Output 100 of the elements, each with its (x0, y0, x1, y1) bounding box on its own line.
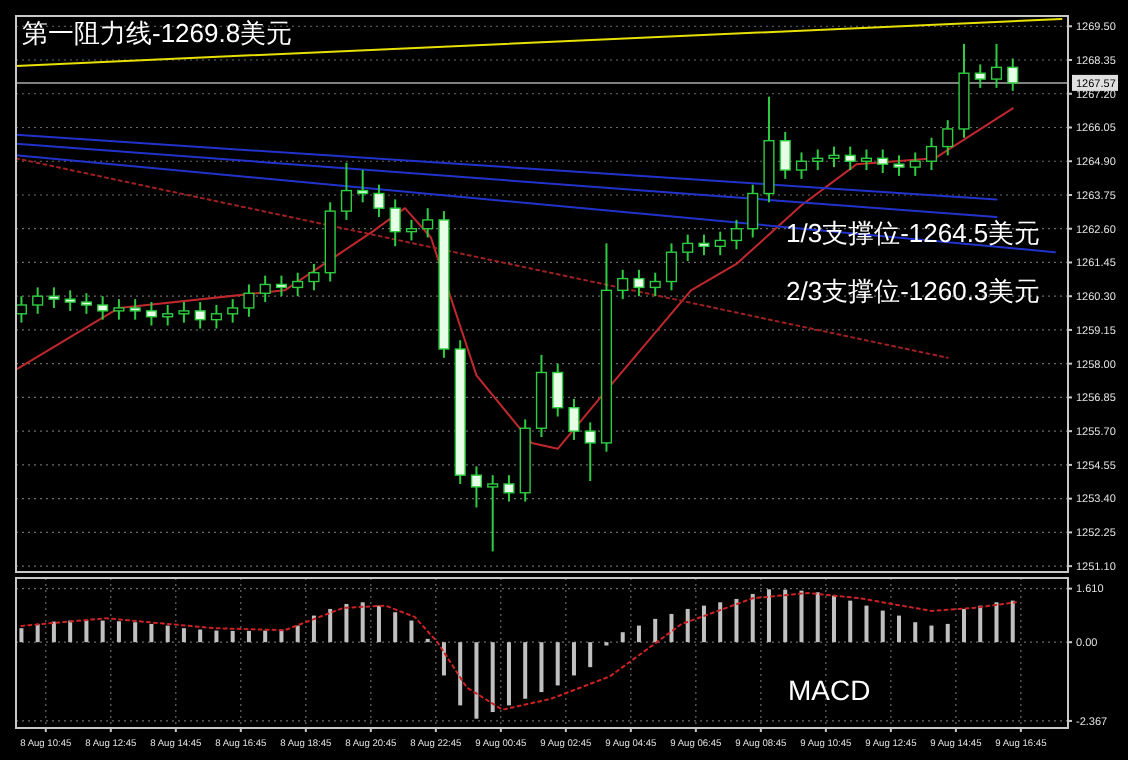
bar (978, 605, 983, 643)
bar (750, 593, 755, 643)
bar (588, 642, 593, 668)
bar (84, 620, 89, 643)
bar (458, 642, 463, 706)
candlestick (243, 283, 255, 318)
bar (701, 605, 706, 643)
candlestick (292, 271, 304, 298)
bar (848, 600, 853, 643)
bar (669, 613, 674, 643)
candlestick (665, 242, 678, 292)
candlestick (340, 161, 353, 221)
bar (718, 602, 723, 643)
bar (230, 630, 235, 643)
candlestick (64, 289, 76, 312)
candlestick (145, 301, 157, 327)
bar (571, 642, 576, 676)
bar (555, 642, 560, 686)
bar (344, 603, 349, 643)
bar (913, 622, 918, 643)
bar (799, 590, 804, 643)
candlestick (714, 230, 726, 257)
bar (68, 620, 73, 643)
bar (376, 605, 381, 643)
bar (328, 608, 333, 643)
candlestick (909, 151, 921, 177)
bar (51, 621, 56, 643)
bar (1010, 600, 1015, 643)
bar (961, 608, 966, 643)
bar (636, 625, 641, 643)
bar (994, 602, 999, 643)
candlestick (32, 286, 44, 315)
bar (441, 642, 446, 676)
candlestick (844, 145, 856, 172)
bar (295, 625, 300, 643)
candlestick (275, 274, 288, 298)
candlestick (828, 145, 840, 169)
bar (896, 615, 901, 643)
candlestick (698, 233, 710, 257)
bar (35, 623, 40, 643)
candlestick (633, 268, 645, 298)
annotation: 2/3支撑位-1260.3美元 (786, 276, 1041, 306)
candlestick (795, 151, 808, 180)
candlestick (373, 183, 385, 218)
candlestick (990, 42, 1003, 89)
bar (685, 608, 690, 643)
candlestick (405, 218, 418, 242)
bar (214, 630, 219, 643)
annotation: 第一阻力线-1269.8美元 (22, 18, 293, 48)
candlestick (942, 119, 954, 157)
candlestick (779, 130, 791, 180)
bar (116, 621, 121, 643)
candlestick (682, 233, 694, 262)
candlestick (259, 274, 271, 304)
bar (198, 629, 203, 643)
bar (181, 628, 186, 643)
candlestick (925, 136, 938, 172)
candlestick (48, 286, 60, 309)
candlestick (893, 154, 905, 177)
bar (653, 618, 658, 643)
bar (539, 642, 544, 693)
candlestick (649, 271, 661, 298)
bar (929, 625, 934, 643)
candlestick (730, 218, 743, 251)
bar (766, 589, 771, 643)
candlestick (113, 298, 125, 321)
candlestick (210, 304, 223, 330)
bar (523, 642, 528, 699)
candlestick (308, 262, 320, 292)
candlestick (877, 148, 889, 174)
bar (474, 642, 479, 719)
bar (393, 612, 398, 643)
bar (409, 620, 414, 643)
bar (360, 602, 365, 643)
bar (734, 598, 739, 643)
candlestick (80, 292, 92, 315)
bar (945, 623, 950, 643)
candlestick (860, 148, 873, 172)
candlestick (584, 421, 596, 483)
bar (149, 623, 154, 643)
candlestick (97, 295, 109, 321)
bar (815, 592, 820, 643)
candlestick (162, 304, 174, 327)
candlestick (568, 397, 580, 441)
annotation: MACD (788, 674, 871, 706)
bar (490, 642, 495, 713)
candlestick (194, 301, 206, 330)
candlestick (974, 63, 986, 89)
candlestick (227, 298, 239, 324)
bar (165, 625, 170, 643)
bar (100, 620, 105, 643)
bar (311, 615, 316, 643)
candlestick (422, 207, 434, 239)
bar (246, 630, 251, 643)
candlestick (129, 298, 141, 321)
bar (133, 622, 138, 643)
candlestick (812, 148, 824, 172)
candlestick (503, 474, 515, 503)
bar (263, 630, 268, 643)
candlestick (487, 474, 499, 553)
